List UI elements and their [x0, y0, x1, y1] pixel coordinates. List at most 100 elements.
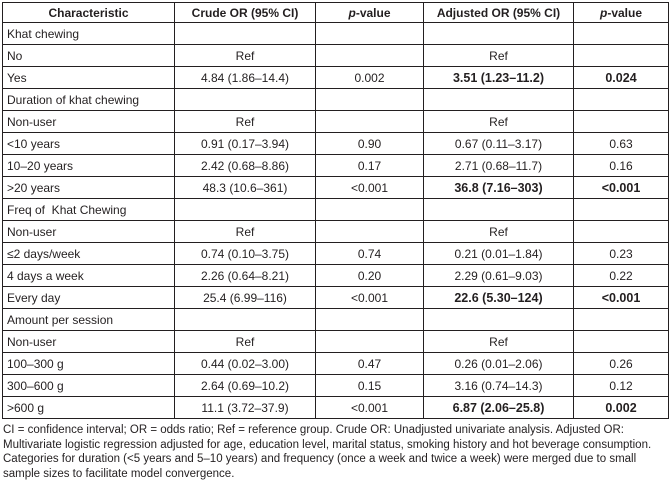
col-header-crude-or: Crude OR (95% CI)	[174, 2, 316, 23]
cell-p1	[315, 330, 424, 353]
table-page: Characteristic Crude OR (95% CI) p-value…	[0, 2, 671, 482]
cell-crude: 11.1 (3.72–37.9)	[174, 396, 316, 419]
cell-crude	[174, 22, 316, 45]
cell-p1: <0.001	[315, 396, 424, 419]
cell-crude: 48.3 (10.6–361)	[174, 176, 316, 199]
cell-p2	[573, 22, 669, 45]
cell-crude: 0.44 (0.02–3.00)	[174, 352, 316, 375]
cell-characteristic: Khat chewing	[2, 22, 175, 45]
cell-p2	[573, 198, 669, 221]
cell-adjusted: Ref	[423, 44, 574, 67]
cell-adjusted: Ref	[423, 110, 574, 133]
cell-adjusted: 2.29 (0.61–9.03)	[423, 264, 574, 287]
table-row: Non-user Ref Ref	[2, 110, 669, 133]
cell-p2	[573, 308, 669, 331]
cell-p1	[315, 22, 424, 45]
table-footnote: CI = confidence interval; OR = odds rati…	[3, 424, 652, 481]
cell-adjusted: 0.21 (0.01–1.84)	[423, 242, 574, 265]
cell-crude: 2.42 (0.68–8.86)	[174, 154, 316, 177]
cell-p1: 0.47	[315, 352, 424, 375]
odds-ratio-table: Characteristic Crude OR (95% CI) p-value…	[2, 2, 669, 419]
cell-characteristic: No	[2, 44, 175, 67]
col-header-adjusted-or: Adjusted OR (95% CI)	[423, 2, 574, 23]
cell-p1: 0.90	[315, 132, 424, 155]
cell-adjusted: 3.51 (1.23–11.2)	[423, 66, 574, 89]
cell-p2: 0.16	[573, 154, 669, 177]
section-row: Amount per session	[2, 308, 669, 331]
cell-p1	[315, 88, 424, 111]
cell-p2: 0.002	[573, 396, 669, 419]
cell-crude	[174, 198, 316, 221]
cell-adjusted: 0.26 (0.01–2.06)	[423, 352, 574, 375]
col-header-p-value-crude: p-value	[315, 2, 424, 23]
cell-crude: Ref	[174, 220, 316, 243]
table-row: >20 years 48.3 (10.6–361) <0.001 36.8 (7.16…	[2, 176, 669, 199]
cell-crude: 0.74 (0.10–3.75)	[174, 242, 316, 265]
table-row: >600 g 11.1 (3.72–37.9) <0.001 6.87 (2.06–2…	[2, 396, 669, 419]
cell-crude: 2.26 (0.64–8.21)	[174, 264, 316, 287]
cell-adjusted: 36.8 (7.16–303)	[423, 176, 574, 199]
p-italic: p	[599, 5, 608, 20]
p-italic: p	[348, 5, 356, 20]
cell-characteristic: ≤2 days/week	[2, 242, 175, 265]
cell-adjusted: 22.6 (5.30–124)	[423, 286, 574, 309]
cell-adjusted: Ref	[423, 220, 574, 243]
cell-p2: 0.22	[573, 264, 669, 287]
cell-crude: 25.4 (6.99–116)	[174, 286, 316, 309]
cell-adjusted: Ref	[423, 330, 574, 353]
table-body: Khat chewing No Ref Ref Yes 4.84 (1.86–14.4) 0…	[2, 22, 669, 419]
cell-adjusted: 6.87 (2.06–25.8)	[423, 396, 574, 419]
table-row: Non-user Ref Ref	[2, 330, 669, 353]
cell-p2: 0.63	[573, 132, 669, 155]
cell-characteristic: Amount per session	[2, 308, 175, 331]
cell-characteristic: Non-user	[2, 330, 175, 353]
cell-adjusted: 2.71 (0.68–11.7)	[423, 154, 574, 177]
cell-crude	[174, 308, 316, 331]
cell-p2: <0.001	[573, 286, 669, 309]
cell-crude: Ref	[174, 110, 316, 133]
cell-p2: 0.024	[573, 66, 669, 89]
cell-crude: Ref	[174, 330, 316, 353]
cell-p1: 0.20	[315, 264, 424, 287]
cell-crude: 2.64 (0.69–10.2)	[174, 374, 316, 397]
cell-p2	[573, 44, 669, 67]
cell-characteristic: 100–300 g	[2, 352, 175, 375]
cell-p1	[315, 110, 424, 133]
cell-characteristic: Duration of khat chewing	[2, 88, 175, 111]
cell-p1	[315, 198, 424, 221]
cell-characteristic: Every day	[2, 286, 175, 309]
cell-characteristic: Non-user	[2, 110, 175, 133]
section-row: Duration of khat chewing	[2, 88, 669, 111]
cell-p2: 0.23	[573, 242, 669, 265]
cell-p2	[573, 110, 669, 133]
cell-p2: <0.001	[573, 176, 669, 199]
section-row: Freq of Khat Chewing	[2, 198, 669, 221]
cell-p1	[315, 44, 424, 67]
cell-p1: <0.001	[315, 176, 424, 199]
table-row: No Ref Ref	[2, 44, 669, 67]
cell-adjusted: 0.67 (0.11–3.17)	[423, 132, 574, 155]
cell-adjusted	[423, 198, 574, 221]
table-row: 300–600 g 2.64 (0.69–10.2) 0.15 3.16 (0.74–…	[2, 374, 669, 397]
cell-p2: 0.26	[573, 352, 669, 375]
cell-crude	[174, 88, 316, 111]
section-row: Khat chewing	[2, 22, 669, 45]
p-rest: -value	[607, 5, 643, 20]
cell-characteristic: >20 years	[2, 176, 175, 199]
cell-adjusted: 3.16 (0.74–14.3)	[423, 374, 574, 397]
table-row: <10 years 0.91 (0.17–3.94) 0.90 0.67 (0.11–…	[2, 132, 669, 155]
cell-characteristic: 300–600 g	[2, 374, 175, 397]
cell-p1: 0.17	[315, 154, 424, 177]
cell-characteristic: 10–20 years	[2, 154, 175, 177]
cell-characteristic: >600 g	[2, 396, 175, 419]
cell-p1: <0.001	[315, 286, 424, 309]
cell-p2: 0.12	[573, 374, 669, 397]
cell-p2	[573, 88, 669, 111]
cell-crude: Ref	[174, 44, 316, 67]
cell-p1: 0.002	[315, 66, 424, 89]
p-rest: -value	[355, 5, 391, 20]
cell-p2	[573, 330, 669, 353]
cell-characteristic: 4 days a week	[2, 264, 175, 287]
cell-adjusted	[423, 308, 574, 331]
cell-adjusted	[423, 22, 574, 45]
